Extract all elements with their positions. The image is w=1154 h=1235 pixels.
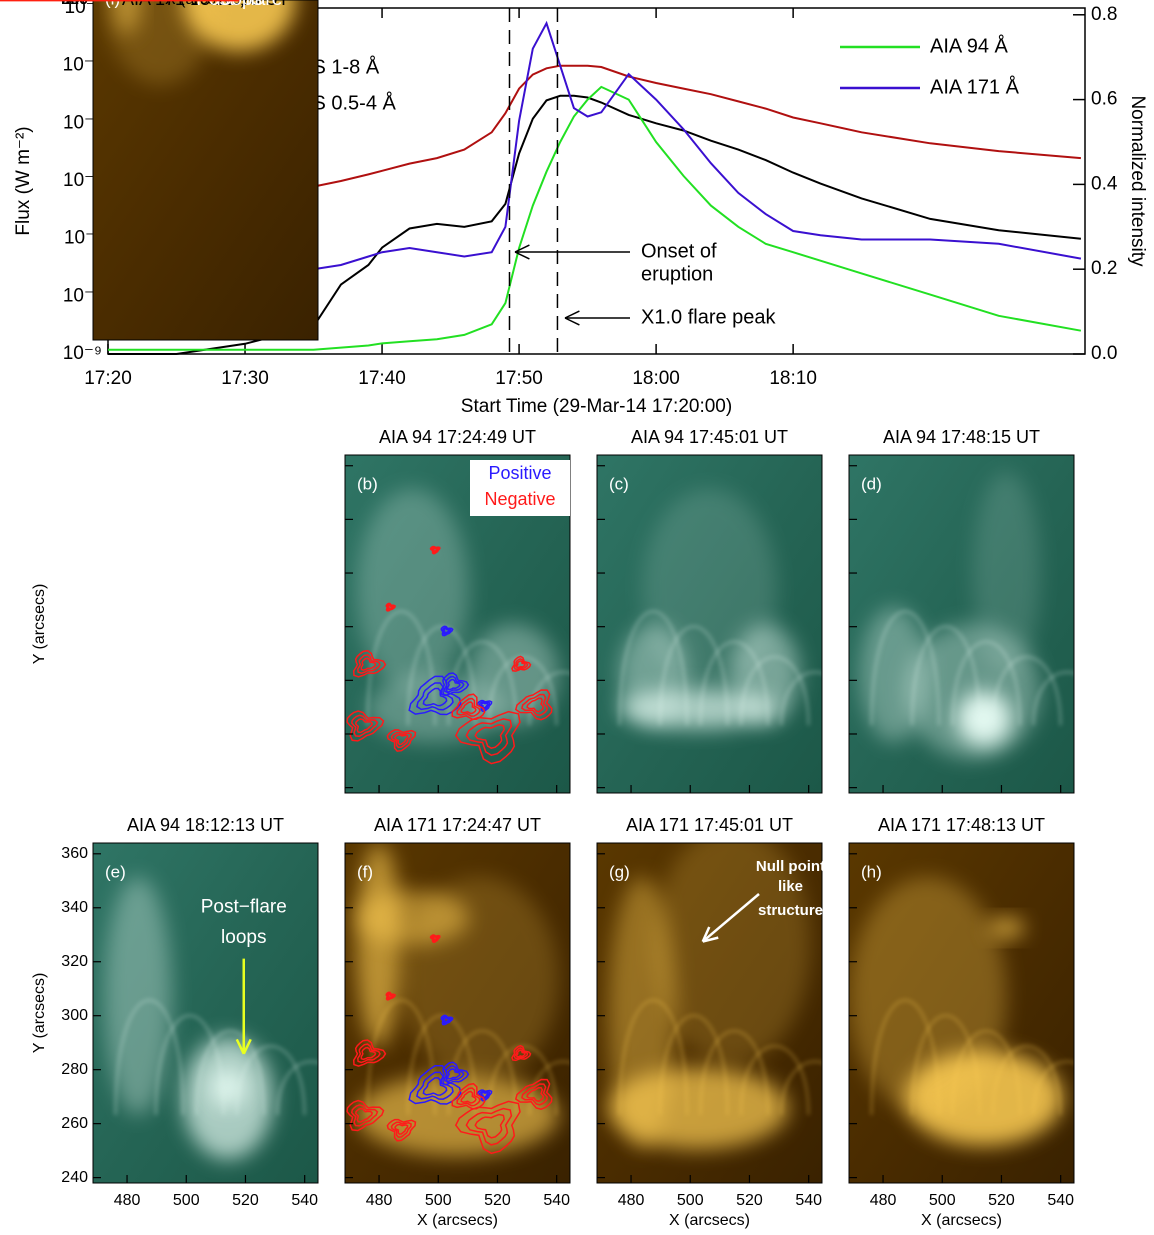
annotation: loops: [217, 0, 262, 10]
x-tick-label: 500: [173, 1192, 200, 1209]
annotation-arrow-head: [515, 245, 529, 252]
y2-tick-label: 0.4: [1091, 173, 1118, 194]
y-tick-label: 300: [61, 1007, 88, 1024]
panel-label: (i): [105, 0, 120, 8]
panel-title: AIA 94 17:24:49 UT: [379, 427, 536, 447]
figure: 17:2017:3017:4017:5018:0018:1010⁻⁹10⁻⁸10…: [0, 0, 1154, 1235]
x-tick-label: 540: [1047, 1192, 1074, 1209]
legend-label: AIA 94 Å: [930, 34, 1008, 57]
x-tick-label: 540: [543, 1192, 570, 1209]
x-axis-label: Start Time (29-Mar-14 17:20:00): [461, 396, 732, 417]
y-tick-label: 280: [61, 1061, 88, 1078]
annotation: Null point: [756, 858, 825, 875]
annotation: structure: [758, 902, 823, 919]
y-tick-label: 320: [61, 953, 88, 970]
y-tick-label: 10⁻⁹: [63, 343, 102, 364]
x-tick-label: 520: [988, 1192, 1015, 1209]
panel-label: (b): [357, 474, 378, 493]
x-tick-label: 18:00: [632, 368, 680, 389]
panel-title: AIA 94 17:48:15 UT: [883, 427, 1040, 447]
image: [597, 455, 849, 793]
image-feature: [608, 1067, 788, 1149]
image: [597, 826, 849, 1183]
annotation: eruption: [641, 263, 713, 285]
y2-tick-label: 0.2: [1091, 258, 1117, 279]
panel-label: (d): [861, 474, 882, 493]
annotation-arrow-head: [565, 318, 579, 325]
y-tick-label: 260: [61, 1115, 88, 1132]
x-tick-label: 540: [795, 1192, 822, 1209]
page: {"chart_data": [ {"type": "line", "panel…: [0, 0, 1154, 1235]
y-axis-label: Flux (W m⁻²): [13, 126, 34, 235]
image: [849, 843, 1101, 1183]
image: [849, 455, 1101, 793]
y-axis-label: Y (arcsecs): [31, 973, 48, 1054]
panel-label: (c): [609, 474, 629, 493]
image-feature: [104, 877, 172, 1115]
x-tick-label: 540: [291, 1192, 318, 1209]
panel-title: AIA 171 17:24:47 UT: [374, 815, 541, 835]
panel-label: (g): [609, 862, 630, 881]
x-tick-label: 17:40: [358, 368, 406, 389]
x-tick-label: 480: [618, 1192, 645, 1209]
x-tick-label: 520: [484, 1192, 511, 1209]
panel-label: (e): [105, 862, 126, 881]
x-tick-label: 500: [929, 1192, 956, 1209]
x-axis-label: X (arcsecs): [417, 1212, 498, 1229]
y-tick-label: 340: [61, 899, 88, 916]
panel-label: (f): [357, 862, 373, 881]
annotation: loops: [221, 927, 266, 948]
x-tick-label: 500: [677, 1192, 704, 1209]
x-axis-label: X (arcsecs): [669, 1212, 750, 1229]
x-tick-label: 480: [114, 1192, 141, 1209]
y-tick-label: 240: [61, 1169, 88, 1186]
x-tick-label: 520: [232, 1192, 259, 1209]
panel-title: AIA 94 18:12:13 UT: [127, 815, 284, 835]
panel-title: AIA 94 17:45:01 UT: [631, 427, 788, 447]
panel-label: (h): [861, 862, 882, 881]
x-tick-label: 500: [425, 1192, 452, 1209]
x-tick-label: 17:30: [221, 368, 269, 389]
legend-label: AIA 171 Å: [930, 75, 1020, 98]
image-feature: [973, 472, 1041, 675]
y-axis-label: Y (arcsecs): [31, 584, 48, 665]
annotation: Post−flare: [201, 897, 287, 918]
x-tick-label: 480: [366, 1192, 393, 1209]
x-tick-label: 18:10: [769, 368, 817, 389]
image: [93, 843, 345, 1183]
x-tick-label: 480: [870, 1192, 897, 1209]
image: [93, 0, 318, 340]
image-feature: [620, 688, 778, 729]
legend-label: Positive: [488, 463, 551, 483]
y2-tick-label: 0.6: [1091, 89, 1117, 110]
panel-title: AIA 171 17:45:01 UT: [626, 815, 793, 835]
y2-tick-label: 0.0: [1091, 343, 1117, 364]
annotation: like: [778, 878, 803, 895]
x-tick-label: 17:50: [495, 368, 543, 389]
x-tick-label: 17:20: [84, 368, 132, 389]
x-axis-label: X (arcsecs): [921, 1212, 1002, 1229]
annotation-arrow-head: [565, 311, 579, 318]
panel-title: AIA 171 17:48:13 UT: [878, 815, 1045, 835]
annotation: X1.0 flare peak: [641, 306, 777, 328]
annotation: Onset of: [641, 240, 717, 262]
image-feature: [989, 918, 1025, 938]
image: [345, 843, 597, 1183]
y2-tick-label: 0.8: [1091, 4, 1117, 25]
y2-axis-label: Normalized intensity: [1127, 95, 1148, 267]
legend-label: Negative: [484, 489, 555, 509]
x-tick-label: 520: [736, 1192, 763, 1209]
y-tick-label: 360: [61, 845, 88, 862]
